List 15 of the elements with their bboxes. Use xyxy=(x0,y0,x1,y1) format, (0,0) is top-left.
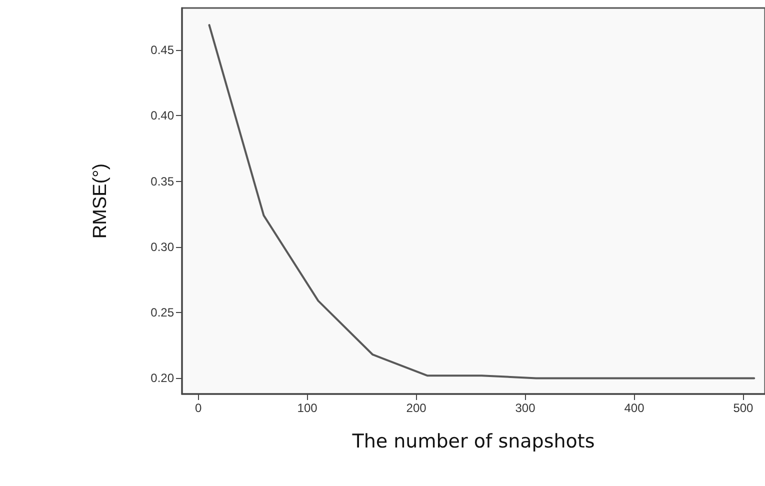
y-axis-title: RMSE(°) xyxy=(90,163,111,239)
y-tick-label: 0.45 xyxy=(150,43,174,58)
line-series xyxy=(208,24,756,380)
y-tick-label: 0.20 xyxy=(150,371,174,386)
x-axis-title: The number of snapshots xyxy=(351,430,595,452)
y-tick-label: 0.35 xyxy=(150,174,174,188)
x-tick-label: 500 xyxy=(733,401,754,415)
x-tick-label: 100 xyxy=(297,401,318,415)
x-tick-label: 0 xyxy=(195,401,202,415)
x-tick-label: 400 xyxy=(624,401,645,415)
y-tick-label: 0.30 xyxy=(150,240,174,254)
y-tick-label: 0.25 xyxy=(150,306,174,320)
x-tick-label: 200 xyxy=(406,401,427,415)
y-tick-label: 0.40 xyxy=(150,108,174,123)
x-tick-label: 300 xyxy=(515,401,536,415)
